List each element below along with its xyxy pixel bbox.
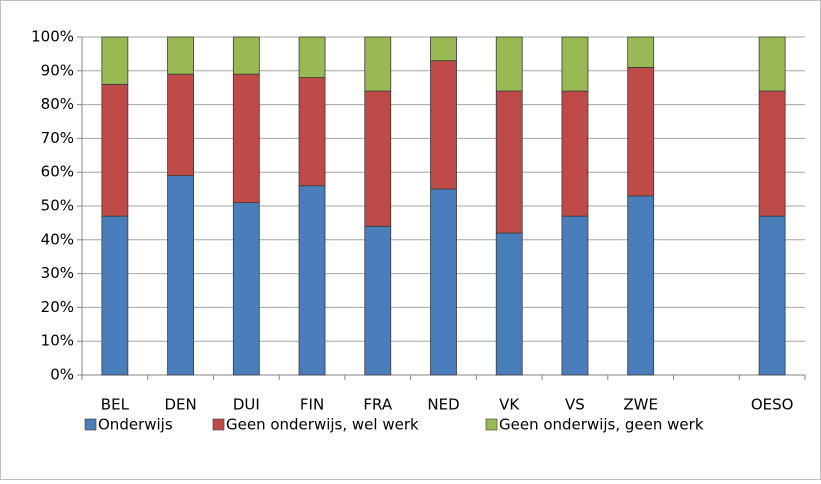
x-tick-label: OESO <box>751 396 794 414</box>
bar-segment <box>561 90 589 217</box>
y-tick-label: 80% <box>41 95 74 113</box>
x-tick-label: VS <box>565 396 585 414</box>
bar-segment <box>298 77 326 187</box>
x-tick-label: VK <box>499 396 520 414</box>
bar-segment <box>101 83 129 217</box>
bar-segment <box>430 188 457 376</box>
y-tick-label: 60% <box>41 163 74 181</box>
x-tick-label: FIN <box>300 396 324 414</box>
y-tick-label: 40% <box>41 230 74 248</box>
bar-segment <box>364 225 392 376</box>
bar-segment <box>298 36 326 78</box>
legend-label: Geen onderwijs, wel werk <box>226 416 419 434</box>
y-tick-label: 0% <box>50 366 74 384</box>
bar-segment <box>364 90 392 227</box>
y-tick-label: 50% <box>41 197 74 215</box>
bar-segment <box>495 90 523 234</box>
bar-segment <box>430 60 457 190</box>
bar-segment <box>232 202 260 376</box>
bar-segment <box>101 36 129 85</box>
y-tick-label: 30% <box>41 264 74 282</box>
bar-segment <box>167 73 194 176</box>
legend-label: Onderwijs <box>98 416 173 434</box>
bar-segment <box>298 185 326 376</box>
bar-segment <box>495 36 523 92</box>
bar-segment <box>232 36 260 75</box>
legend-swatch <box>84 418 97 431</box>
legend-swatch <box>485 418 498 431</box>
bar-segment <box>101 215 129 376</box>
x-tick-label: DUI <box>233 396 260 414</box>
bar-segment <box>758 215 786 376</box>
x-tick-label: ZWE <box>623 396 658 414</box>
legend-swatch <box>212 418 225 431</box>
bar-segment <box>627 36 655 68</box>
bar-segment <box>167 175 194 376</box>
x-tick-label: DEN <box>164 396 196 414</box>
bar-segment <box>495 232 523 376</box>
bar-segment <box>758 90 786 217</box>
bar-segment <box>167 36 194 75</box>
bar-segment <box>561 215 589 376</box>
bar-segment <box>627 67 655 197</box>
bar-segment <box>232 73 260 204</box>
x-tick-label: FRA <box>363 396 392 414</box>
legend-label: Geen onderwijs, geen werk <box>499 416 704 434</box>
y-tick-label: 20% <box>41 298 74 316</box>
y-tick-label: 10% <box>41 332 74 350</box>
bar-segment <box>758 36 786 92</box>
x-tick-label: NED <box>427 396 459 414</box>
bar-segment <box>561 36 589 92</box>
x-tick-label: BEL <box>101 396 130 414</box>
y-tick-label: 70% <box>41 129 74 147</box>
y-tick-label: 90% <box>41 61 74 79</box>
bar-segment <box>627 195 655 376</box>
bar-segment <box>430 36 457 62</box>
y-tick-label: 100% <box>31 28 74 46</box>
bar-segment <box>364 36 392 92</box>
